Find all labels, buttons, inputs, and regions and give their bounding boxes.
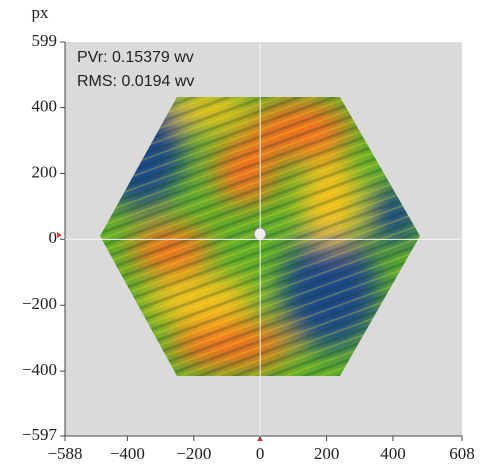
y-tick-label: 400: [32, 96, 58, 115]
x-tick-label: 0: [256, 444, 265, 463]
x-tick-label: −200: [176, 444, 211, 463]
y-tick-label: −400: [22, 360, 57, 379]
x-tick-label: 400: [380, 444, 406, 463]
y-tick-label: −597: [22, 425, 58, 444]
x-tick-label: −588: [47, 444, 82, 463]
y-tick-label: 599: [32, 31, 58, 50]
x-tick-label: 200: [314, 444, 340, 463]
x-tick-label: −400: [110, 444, 145, 463]
x-tick-label: 608: [449, 444, 475, 463]
y-tick-label: 200: [32, 162, 58, 181]
y-tick-label: −200: [22, 294, 57, 313]
y-axis-label: px: [32, 3, 50, 22]
annotation: RMS: 0.0194 wv: [77, 73, 194, 90]
annotation: PVr: 0.15379 wv: [77, 49, 194, 66]
marker: [57, 232, 62, 238]
y-tick-label: 0: [49, 228, 58, 247]
